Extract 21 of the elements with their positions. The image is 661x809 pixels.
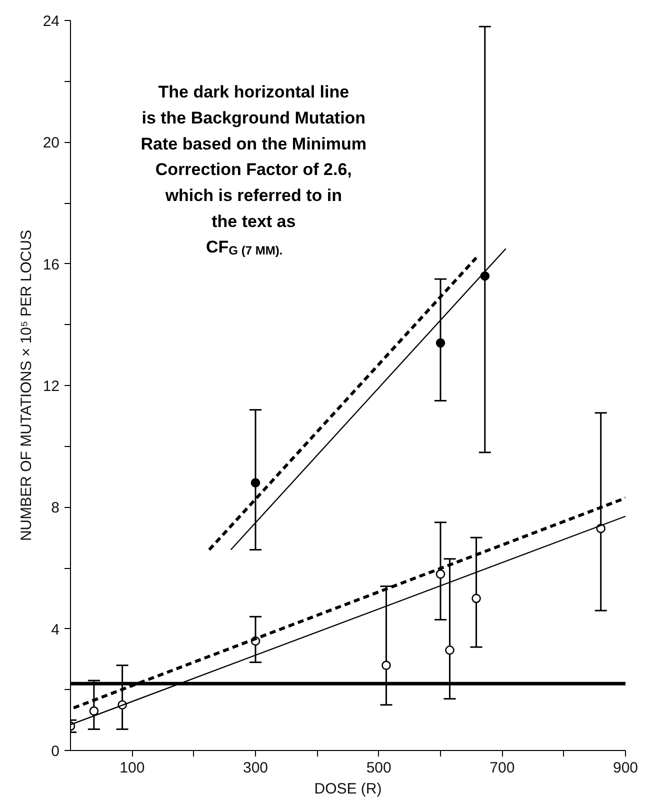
y-tick-label: 12 (42, 378, 60, 395)
x-tick-label: 100 (120, 760, 145, 776)
x-axis-title: DOSE (R) (314, 780, 382, 798)
point (445, 645, 454, 655)
y-axis-title: NUMBER OF MUTATIONS × 10⁵ PER LOCUS (18, 230, 35, 542)
point (250, 478, 260, 488)
y-tick-label: 8 (51, 500, 60, 517)
point (472, 594, 481, 604)
y-tick-label: 20 (42, 134, 60, 152)
y-tick-label: 4 (51, 621, 60, 638)
y-tick-label: 16 (42, 256, 60, 274)
x-tick-label: 700 (490, 760, 515, 776)
point (436, 338, 446, 348)
y-tick-label: 24 (42, 13, 60, 30)
x-tick-label: 900 (612, 760, 638, 776)
x-tick-label: 300 (242, 760, 268, 776)
point (382, 660, 391, 670)
point (436, 569, 446, 579)
y-tick-label: 0 (51, 743, 60, 760)
x-tick-label: 500 (366, 760, 392, 776)
point (89, 706, 99, 716)
